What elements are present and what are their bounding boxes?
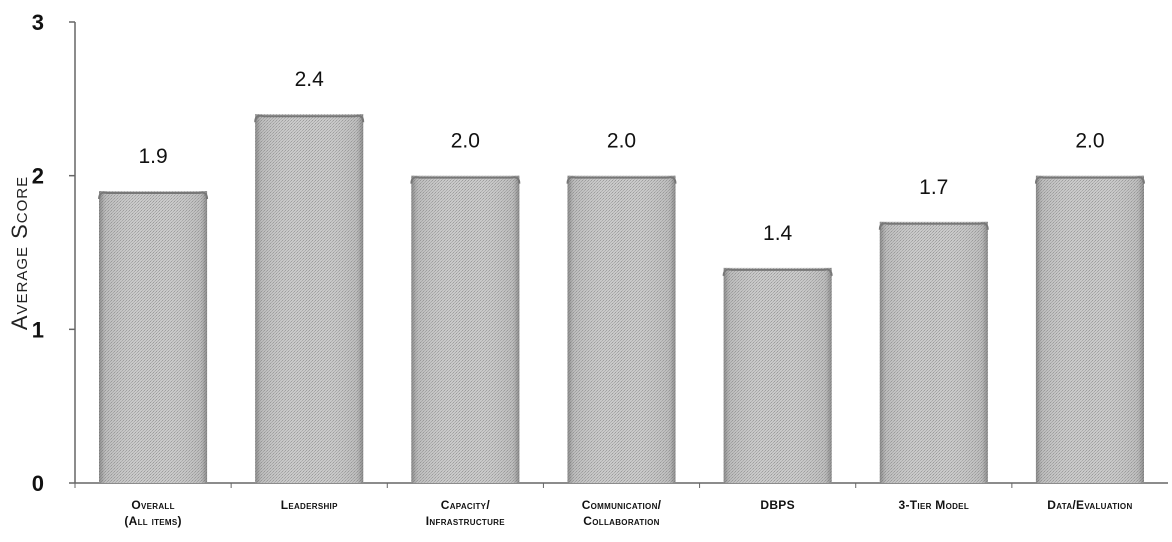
x-tick-label: Data/Evaluation (1047, 498, 1133, 512)
bar (1034, 175, 1145, 483)
bar-shading (411, 175, 520, 483)
bar-shading (255, 114, 364, 483)
data-label: 2.0 (451, 130, 480, 153)
y-axis-title: Average Score (7, 175, 32, 331)
bar (566, 175, 677, 483)
bar-shading (879, 221, 988, 483)
data-label: 1.4 (763, 222, 793, 245)
x-tick-label: DBPS (760, 498, 795, 512)
data-label: 1.9 (138, 145, 167, 168)
bar-top-edge (410, 176, 521, 184)
bar-shading (567, 175, 676, 483)
bar-top-edge (1034, 176, 1145, 184)
bar-top-edge (566, 176, 677, 184)
bar (410, 175, 521, 483)
x-tick-label: Overall (All items) (124, 498, 182, 528)
data-label: 2.0 (1075, 130, 1104, 153)
bar-shading (1035, 175, 1144, 483)
bar-shading (99, 191, 208, 484)
bar-shading (723, 267, 832, 483)
x-tick-label: Leadership (280, 498, 338, 512)
bar-top-edge (98, 191, 209, 200)
data-label: 1.7 (919, 176, 948, 199)
bar-top-edge (254, 114, 365, 123)
y-tick-label: 3 (32, 10, 44, 35)
x-tick-label: 3-Tier Model (898, 498, 970, 512)
x-tick-label: Communication/ Collaboration (581, 498, 662, 528)
bar (98, 191, 209, 484)
bar (722, 267, 833, 483)
y-tick-label: 0 (32, 471, 44, 496)
bar (254, 114, 365, 483)
y-tick-label: 1 (32, 317, 44, 342)
data-label: 2.4 (295, 68, 325, 91)
bar (878, 221, 989, 483)
data-label: 2.0 (607, 130, 636, 153)
bar-top-edge (878, 222, 989, 230)
bar-top-edge (722, 268, 833, 276)
x-tick-label: Capacity/ Infrastructure (425, 498, 505, 528)
y-tick-label: 2 (32, 164, 44, 189)
